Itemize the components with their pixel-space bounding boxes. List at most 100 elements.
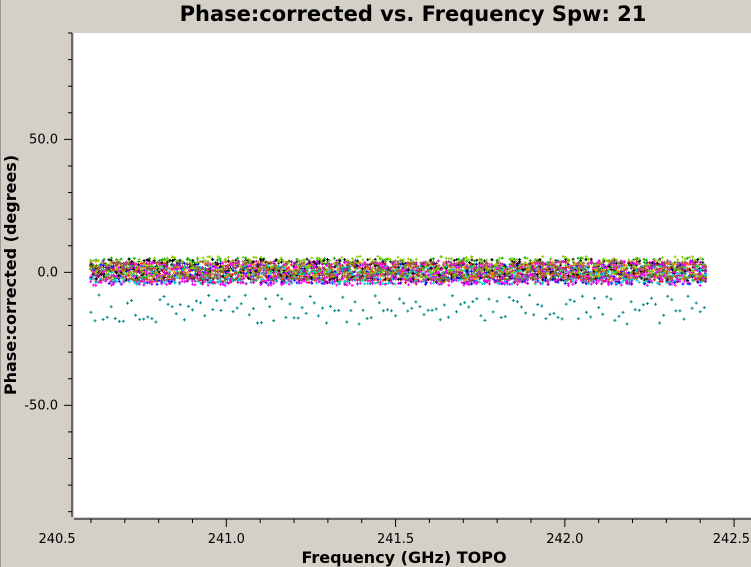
data-point [435,277,439,281]
data-point [353,276,357,279]
data-point [410,306,414,310]
data-point [436,259,440,263]
data-point [216,276,220,280]
data-point [513,265,517,269]
data-point [432,268,436,272]
data-point [243,273,247,277]
data-point [574,279,578,283]
data-point [163,273,166,277]
data-point [206,259,210,263]
data-point [368,282,372,286]
data-point [424,282,428,286]
data-point [589,260,593,264]
data-point [559,261,563,265]
data-point [132,256,136,260]
data-point [315,274,319,278]
data-point [640,267,644,271]
data-point [597,260,601,264]
data-point [338,259,342,263]
data-point [348,266,352,270]
data-point [510,282,514,286]
data-point [637,280,641,284]
data-point [673,268,677,272]
data-point [163,281,167,285]
data-point [102,257,106,261]
data-point [429,274,433,278]
data-point [173,265,177,269]
data-point [623,272,626,276]
data-point [109,279,113,283]
data-point [239,265,243,269]
data-point [105,315,109,319]
data-point [256,264,260,268]
data-point [114,280,118,284]
data-point [299,281,303,285]
data-point [99,281,103,284]
data-point [368,257,372,261]
data-point [280,297,284,301]
data-point [130,277,134,281]
data-point [150,274,154,278]
data-point [447,283,451,287]
data-point [186,278,190,281]
data-point [142,279,146,283]
data-point [223,268,227,272]
data-point [211,308,215,311]
data-point [490,262,494,266]
data-point [628,281,631,285]
data-point [510,257,514,261]
data-point [371,266,374,270]
data-point [132,266,136,270]
data-point [130,260,134,263]
data-point [282,281,285,285]
data-point [571,282,575,286]
data-point [256,260,260,264]
data-point [138,276,141,280]
data-point [289,263,293,267]
data-point [473,259,477,263]
data-point [260,321,263,325]
data-point [201,256,205,260]
data-point [698,263,702,266]
data-point [518,260,522,264]
data-point [701,257,705,261]
data-point [508,278,512,282]
data-point [652,260,656,264]
data-point [402,301,406,305]
data-point [516,261,520,265]
data-point [125,266,129,270]
data-point [259,283,263,287]
data-point [381,309,385,313]
data-point [198,269,202,272]
data-point [137,263,141,267]
data-point [698,256,702,260]
data-point [335,273,339,277]
data-point [523,256,527,260]
data-point [358,265,362,269]
data-point [162,295,166,298]
data-point [335,262,339,266]
data-point [277,269,281,273]
data-point [277,265,281,269]
data-point [305,265,309,269]
data-point [602,257,606,261]
data-point [587,257,590,261]
data-point [216,255,220,259]
data-point [581,256,585,260]
data-point [269,275,273,278]
data-point [535,258,539,261]
data-point [99,261,103,265]
data-point [520,274,524,278]
data-point [464,267,468,271]
data-point [272,319,276,323]
data-point [305,270,309,274]
data-point [252,266,256,269]
data-point [533,282,537,286]
data-point [111,262,115,266]
data-point [526,278,530,282]
data-point [91,259,95,263]
data-point [444,256,448,260]
data-point [485,258,489,262]
data-point [483,259,486,263]
data-point [305,257,309,261]
